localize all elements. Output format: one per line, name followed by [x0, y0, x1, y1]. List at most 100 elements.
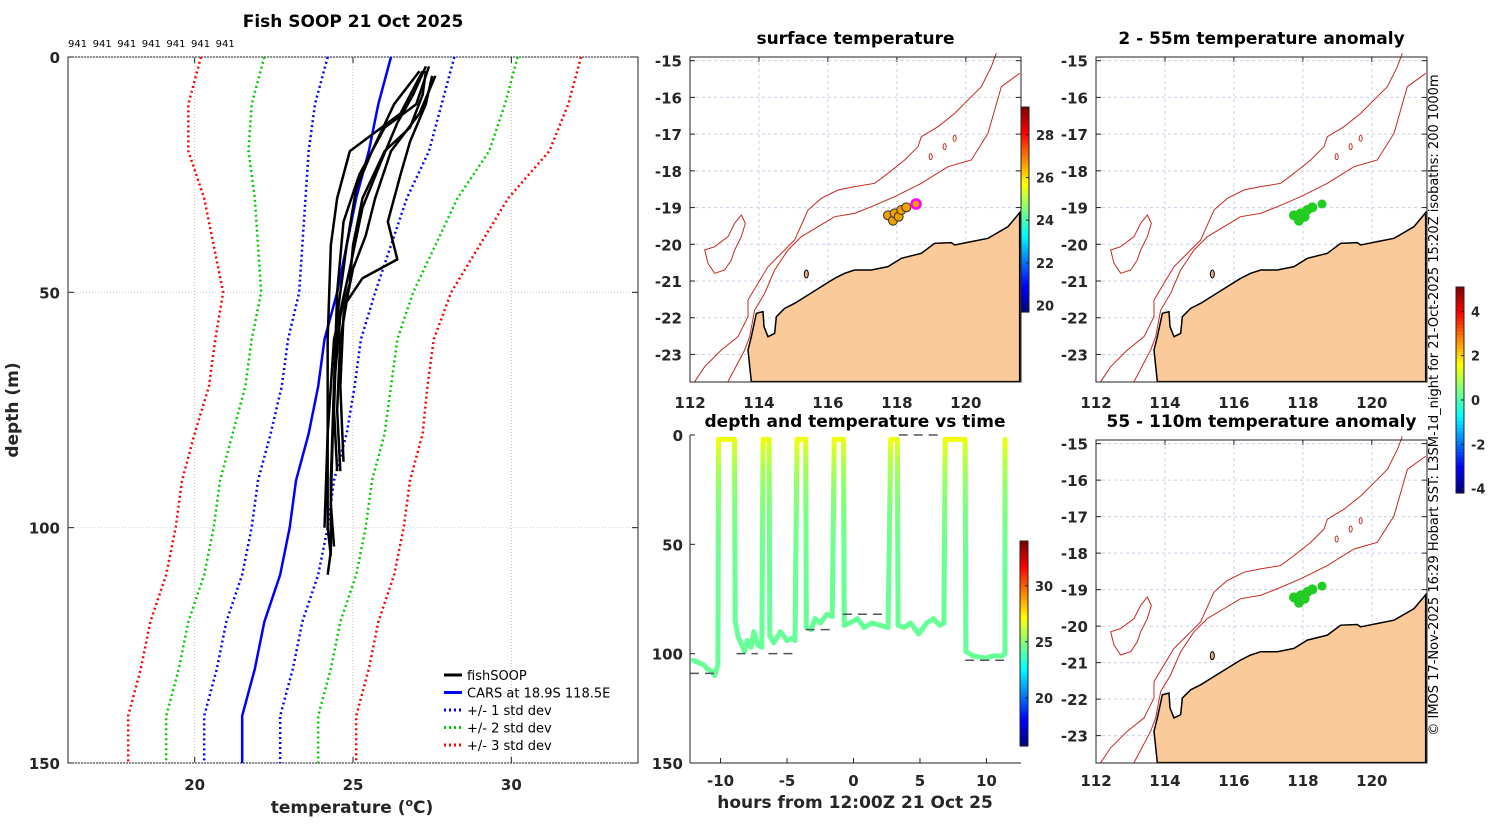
colorbar-segment: [1020, 616, 1028, 620]
x-tick-label: 25: [343, 776, 364, 794]
colorbar-segment: [1456, 369, 1464, 373]
cast-id-label: 941: [93, 39, 112, 50]
x-tick-label: -5: [779, 772, 796, 790]
colorbar-segment: [1020, 654, 1028, 658]
time-depth-axes: [690, 435, 1021, 763]
colorbar-segment: [1021, 288, 1029, 292]
colorbar-segment: [1456, 459, 1464, 463]
colorbar-segment: [1021, 138, 1029, 142]
colorbar-segment: [1020, 705, 1028, 709]
colorbar-segment: [1456, 428, 1464, 432]
colorbar-segment: [1456, 411, 1464, 415]
longitude-tick-label: 114: [1149, 394, 1180, 412]
y-tick-label: 50: [39, 284, 60, 302]
latitude-tick-label: -21: [1061, 655, 1088, 673]
colorbar-segment: [1456, 435, 1464, 439]
y-tick-label: 100: [652, 646, 683, 664]
colorbar-segment: [1021, 196, 1029, 200]
colorbar-segment: [1020, 708, 1028, 712]
map-title: surface temperature: [756, 29, 954, 49]
colorbar-segment: [1020, 630, 1028, 634]
time-depth-title: depth and temperature vs time: [705, 412, 1006, 432]
colorbar-segment: [1020, 661, 1028, 665]
colorbar-segment: [1456, 376, 1464, 380]
observation-point: [1318, 200, 1327, 209]
colorbar-tick-label: 0: [1471, 394, 1480, 409]
legend-entry: +/- 3 std dev: [467, 739, 552, 754]
longitude-tick-label: 112: [1080, 772, 1111, 790]
legend-entry: +/- 1 std dev: [467, 704, 552, 719]
colorbar-segment: [1020, 606, 1028, 610]
colorbar-segment: [1021, 141, 1029, 145]
legend-entry: CARS at 18.9S 118.5E: [467, 687, 610, 702]
colorbar-segment: [1021, 278, 1029, 282]
colorbar-segment: [1021, 237, 1029, 241]
island: [1210, 270, 1214, 278]
profile-title: Fish SOOP 21 Oct 2025: [243, 12, 464, 32]
y-tick-label: 50: [662, 536, 683, 554]
colorbar-segment: [1456, 325, 1464, 329]
latitude-tick-label: -15: [1061, 436, 1088, 454]
colorbar-segment: [1456, 479, 1464, 483]
colorbar-segment: [1020, 544, 1028, 548]
colorbar-segment: [1020, 739, 1028, 743]
colorbar-tick-label: 4: [1471, 305, 1480, 320]
colorbar-segment: [1456, 442, 1464, 446]
colorbar-segment: [1021, 155, 1029, 159]
latitude-tick-label: -17: [1061, 509, 1088, 527]
colorbar-segment: [1021, 268, 1029, 272]
colorbar-segment: [1021, 121, 1029, 125]
colorbar-segment: [1020, 712, 1028, 716]
colorbar-segment: [1020, 565, 1028, 569]
colorbar-segment: [1456, 342, 1464, 346]
colorbar-segment: [1456, 431, 1464, 435]
cast-id-label: 941: [166, 39, 185, 50]
colorbar-segment: [1020, 715, 1028, 719]
colorbar-segment: [1456, 304, 1464, 308]
colorbar-segment: [1456, 383, 1464, 387]
x-tick-label: 0: [848, 772, 858, 790]
latitude-tick-label: -15: [1061, 53, 1088, 71]
colorbar-segment: [1456, 414, 1464, 418]
colorbar-segment: [1021, 230, 1029, 234]
x-axis-label-part: C): [413, 798, 433, 818]
colorbar-segment: [1020, 644, 1028, 648]
latitude-tick-label: -18: [1061, 545, 1088, 563]
colorbar-segment: [1020, 589, 1028, 593]
colorbar-segment: [1456, 328, 1464, 332]
colorbar-segment: [1021, 128, 1029, 132]
x-tick-label: 10: [976, 772, 997, 790]
map-panel: [1096, 53, 1427, 382]
latitude-tick-label: -21: [1061, 273, 1088, 291]
longitude-tick-label: 116: [812, 394, 843, 412]
colorbar-tick-label: -4: [1471, 483, 1485, 498]
colorbar-segment: [1020, 719, 1028, 723]
colorbar-segment: [1456, 349, 1464, 353]
colorbar-segment: [1456, 407, 1464, 411]
latitude-tick-label: -22: [655, 310, 682, 328]
colorbar-segment: [1456, 483, 1464, 487]
colorbar-segment: [1021, 158, 1029, 162]
colorbar-segment: [1020, 626, 1028, 630]
map-title: 2 - 55m temperature anomaly: [1118, 29, 1404, 49]
colorbar-segment: [1020, 620, 1028, 624]
colorbar-segment: [1020, 548, 1028, 552]
colorbar-segment: [1021, 110, 1029, 114]
colorbar-segment: [1020, 667, 1028, 671]
colorbar-segment: [1456, 417, 1464, 421]
colorbar-segment: [1456, 462, 1464, 466]
legend-entry: +/- 2 std dev: [467, 722, 552, 737]
colorbar-segment: [1020, 603, 1028, 607]
latest-observation-point: [912, 200, 921, 209]
latitude-tick-label: -19: [1061, 582, 1088, 600]
colorbar-segment: [1020, 681, 1028, 685]
colorbar-segment: [1021, 165, 1029, 169]
colorbar-segment: [1456, 424, 1464, 428]
longitude-tick-label: 114: [1149, 772, 1180, 790]
colorbar-segment: [1020, 599, 1028, 603]
map-panel: [690, 53, 1021, 382]
colorbar-segment: [1456, 380, 1464, 384]
colorbar-segment: [1020, 671, 1028, 675]
colorbar-segment: [1456, 448, 1464, 452]
latitude-tick-label: -23: [655, 346, 682, 364]
